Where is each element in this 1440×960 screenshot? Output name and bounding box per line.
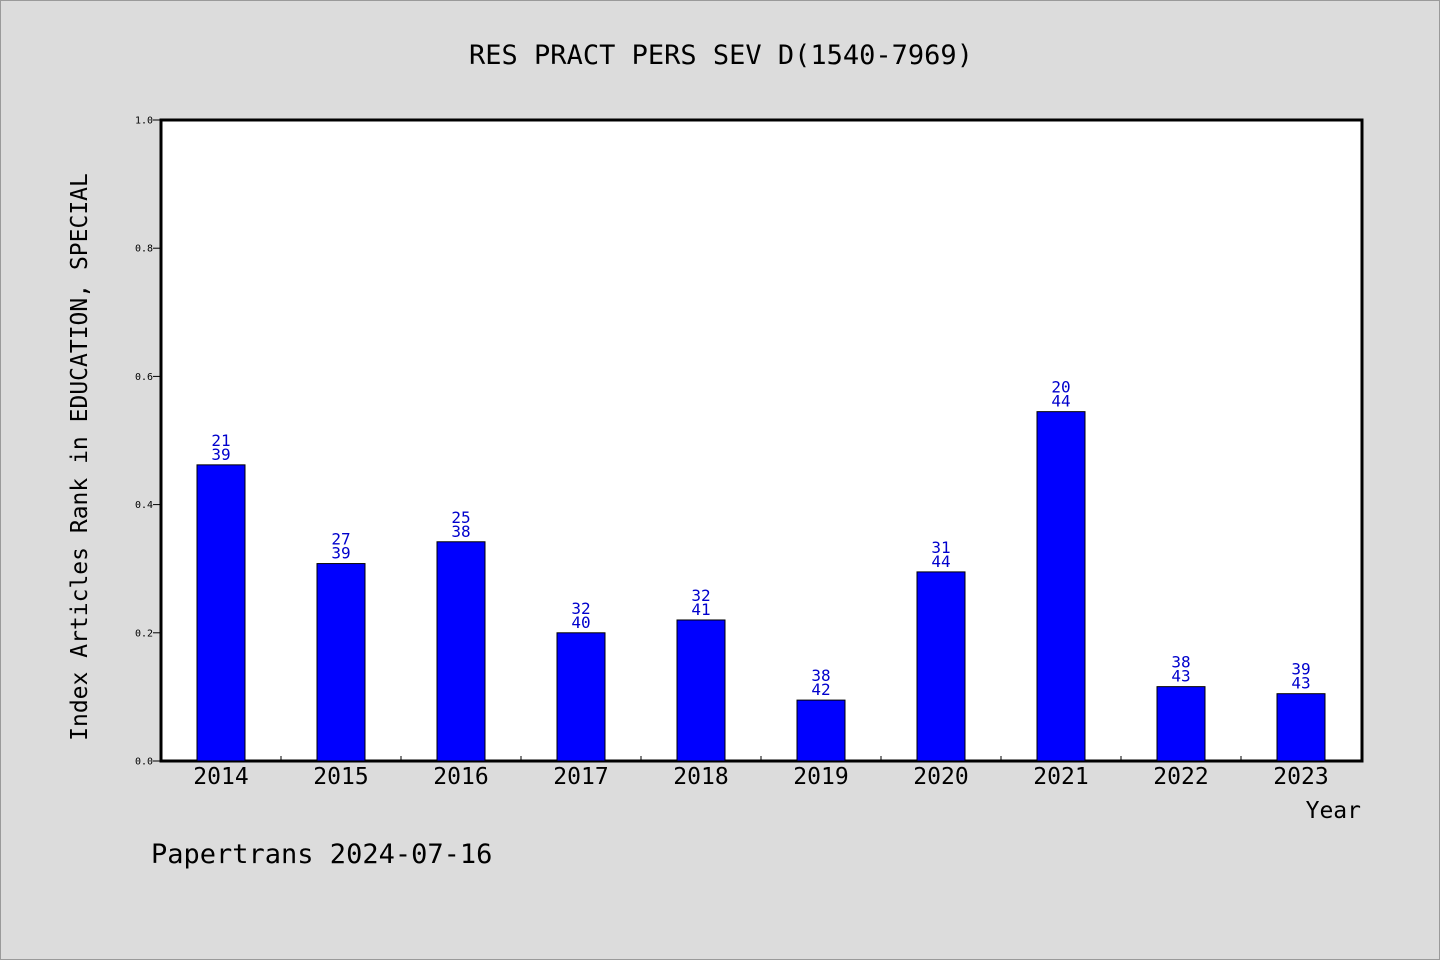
bar-rank-label: 25 (451, 508, 470, 527)
bar-rank-label: 38 (811, 666, 830, 685)
bar-total-label: 41 (691, 600, 710, 619)
bar-rank-label: 39 (1291, 660, 1310, 679)
bar-total-label: 43 (1171, 667, 1190, 686)
bar-total-label: 40 (571, 613, 590, 632)
y-tick-label: 0.4 (135, 500, 153, 511)
x-tick-label: 2017 (553, 764, 608, 790)
bar (436, 541, 486, 762)
bar (556, 632, 606, 762)
x-tick-label: 2015 (313, 764, 368, 790)
x-tick-label: 2018 (673, 764, 728, 790)
x-axis: 2014 2015 2016 2017 2018 2019 2020 2021 2022 2023 (193, 756, 1329, 790)
x-tick-label: 2022 (1153, 764, 1208, 790)
bar-total-label: 43 (1291, 674, 1310, 693)
y-axis-label: Index Articles Rank in EDUCATION, SPECIA… (67, 173, 93, 741)
bar-rank-label: 31 (931, 538, 950, 557)
bar-total-label: 44 (1051, 392, 1070, 411)
bar (796, 699, 846, 762)
y-tick-label: 0.8 (135, 244, 153, 255)
bar-total-label: 42 (811, 680, 830, 699)
footer-text: Papertrans 2024-07-16 (151, 839, 492, 870)
y-tick-label: 0.2 (135, 628, 153, 639)
bar-total-label: 39 (211, 445, 230, 464)
bar-rank-label: 20 (1051, 378, 1070, 397)
x-tick-label: 2016 (433, 764, 488, 790)
x-axis-label: Year (1306, 798, 1361, 824)
bar-total-label: 38 (451, 522, 470, 541)
y-tick-label: 0.6 (135, 372, 153, 383)
bar-rank-label: 27 (331, 530, 350, 549)
bar-rank-label: 38 (1171, 653, 1190, 672)
bar (196, 464, 246, 762)
x-tick-label: 2023 (1273, 764, 1328, 790)
bars (196, 411, 1326, 762)
bar (916, 571, 966, 762)
bar (316, 563, 366, 762)
x-tick-label: 2021 (1033, 764, 1088, 790)
bar (1156, 686, 1206, 762)
bar-rank-label: 32 (691, 586, 710, 605)
bar (676, 619, 726, 762)
x-tick-label: 2020 (913, 764, 968, 790)
bar-rank-label: 32 (571, 599, 590, 618)
x-tick-label: 2019 (793, 764, 848, 790)
bar-rank-label: 21 (211, 431, 230, 450)
chart-title: RES PRACT PERS SEV D(1540-7969) (469, 40, 973, 71)
bar-total-label: 39 (331, 544, 350, 563)
x-tick-label: 2014 (193, 764, 248, 790)
y-tick-label: 1.0 (135, 116, 153, 127)
y-tick-label: 0.0 (135, 757, 153, 768)
bar (1276, 693, 1326, 762)
bar (1036, 411, 1086, 762)
y-axis: 0.0 0.2 0.4 0.6 0.8 1.0 (135, 116, 161, 768)
bar-total-label: 44 (931, 552, 950, 571)
